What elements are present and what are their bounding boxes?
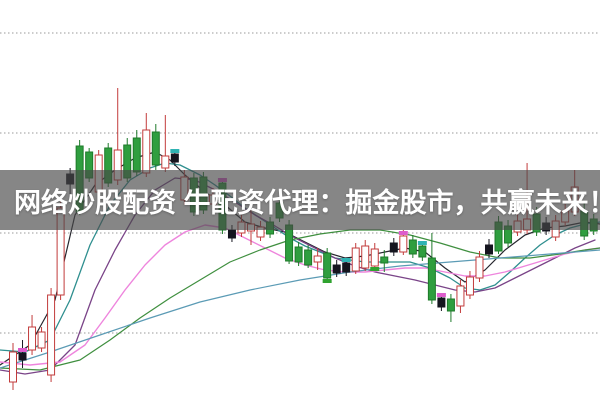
candle-down xyxy=(323,252,332,279)
candle-marker-p xyxy=(436,293,446,297)
candle-up xyxy=(142,129,151,174)
candle-dark xyxy=(342,262,351,273)
candle-up xyxy=(47,294,56,376)
candle-up xyxy=(28,326,37,351)
candle-up xyxy=(351,247,360,272)
candle-up xyxy=(9,351,17,383)
candle-dark xyxy=(485,244,493,255)
candle-dark xyxy=(389,242,398,253)
candle-dark xyxy=(170,153,179,163)
candle-down xyxy=(380,256,389,264)
candle-marker-p xyxy=(398,231,408,235)
candle-down xyxy=(151,131,160,166)
candle-up xyxy=(370,248,379,267)
candle-up xyxy=(37,331,46,349)
candle-dark xyxy=(227,229,236,239)
candle-up xyxy=(399,235,408,253)
candle-down xyxy=(446,298,455,312)
ma-green-line xyxy=(0,229,600,371)
candle-down xyxy=(427,257,436,301)
candle-down xyxy=(132,137,141,173)
candle-dark xyxy=(18,352,27,361)
promo-banner-text: 网络炒股配资 牛配资代理：掘金股市，共赢未来！ xyxy=(14,187,600,218)
candle-marker-t xyxy=(170,149,180,153)
candle-down xyxy=(285,224,294,262)
candle-marker-t xyxy=(341,258,351,262)
ma-slow-blue-line xyxy=(0,249,600,369)
candle-marker-p xyxy=(18,348,28,352)
ma-purple-line xyxy=(0,177,596,375)
ma-pink-line xyxy=(0,224,600,366)
candle-up xyxy=(475,256,484,279)
candle-dark xyxy=(437,297,446,308)
candle-marker-e xyxy=(322,279,332,283)
candle-marker-t xyxy=(417,241,427,245)
candle-down xyxy=(418,245,427,258)
candle-marker-e xyxy=(370,267,380,271)
promo-banner: 网络炒股配资 牛配资代理：掘金股市，共赢未来！ xyxy=(0,170,600,230)
candle-up xyxy=(161,155,170,169)
candle-up xyxy=(313,255,322,263)
candle-down xyxy=(408,239,417,255)
candle-down xyxy=(304,249,313,266)
candle-up xyxy=(456,285,465,307)
candle-down xyxy=(294,246,303,263)
candle-up xyxy=(465,276,474,296)
candle-dark xyxy=(332,264,341,274)
candle-up xyxy=(361,245,370,269)
